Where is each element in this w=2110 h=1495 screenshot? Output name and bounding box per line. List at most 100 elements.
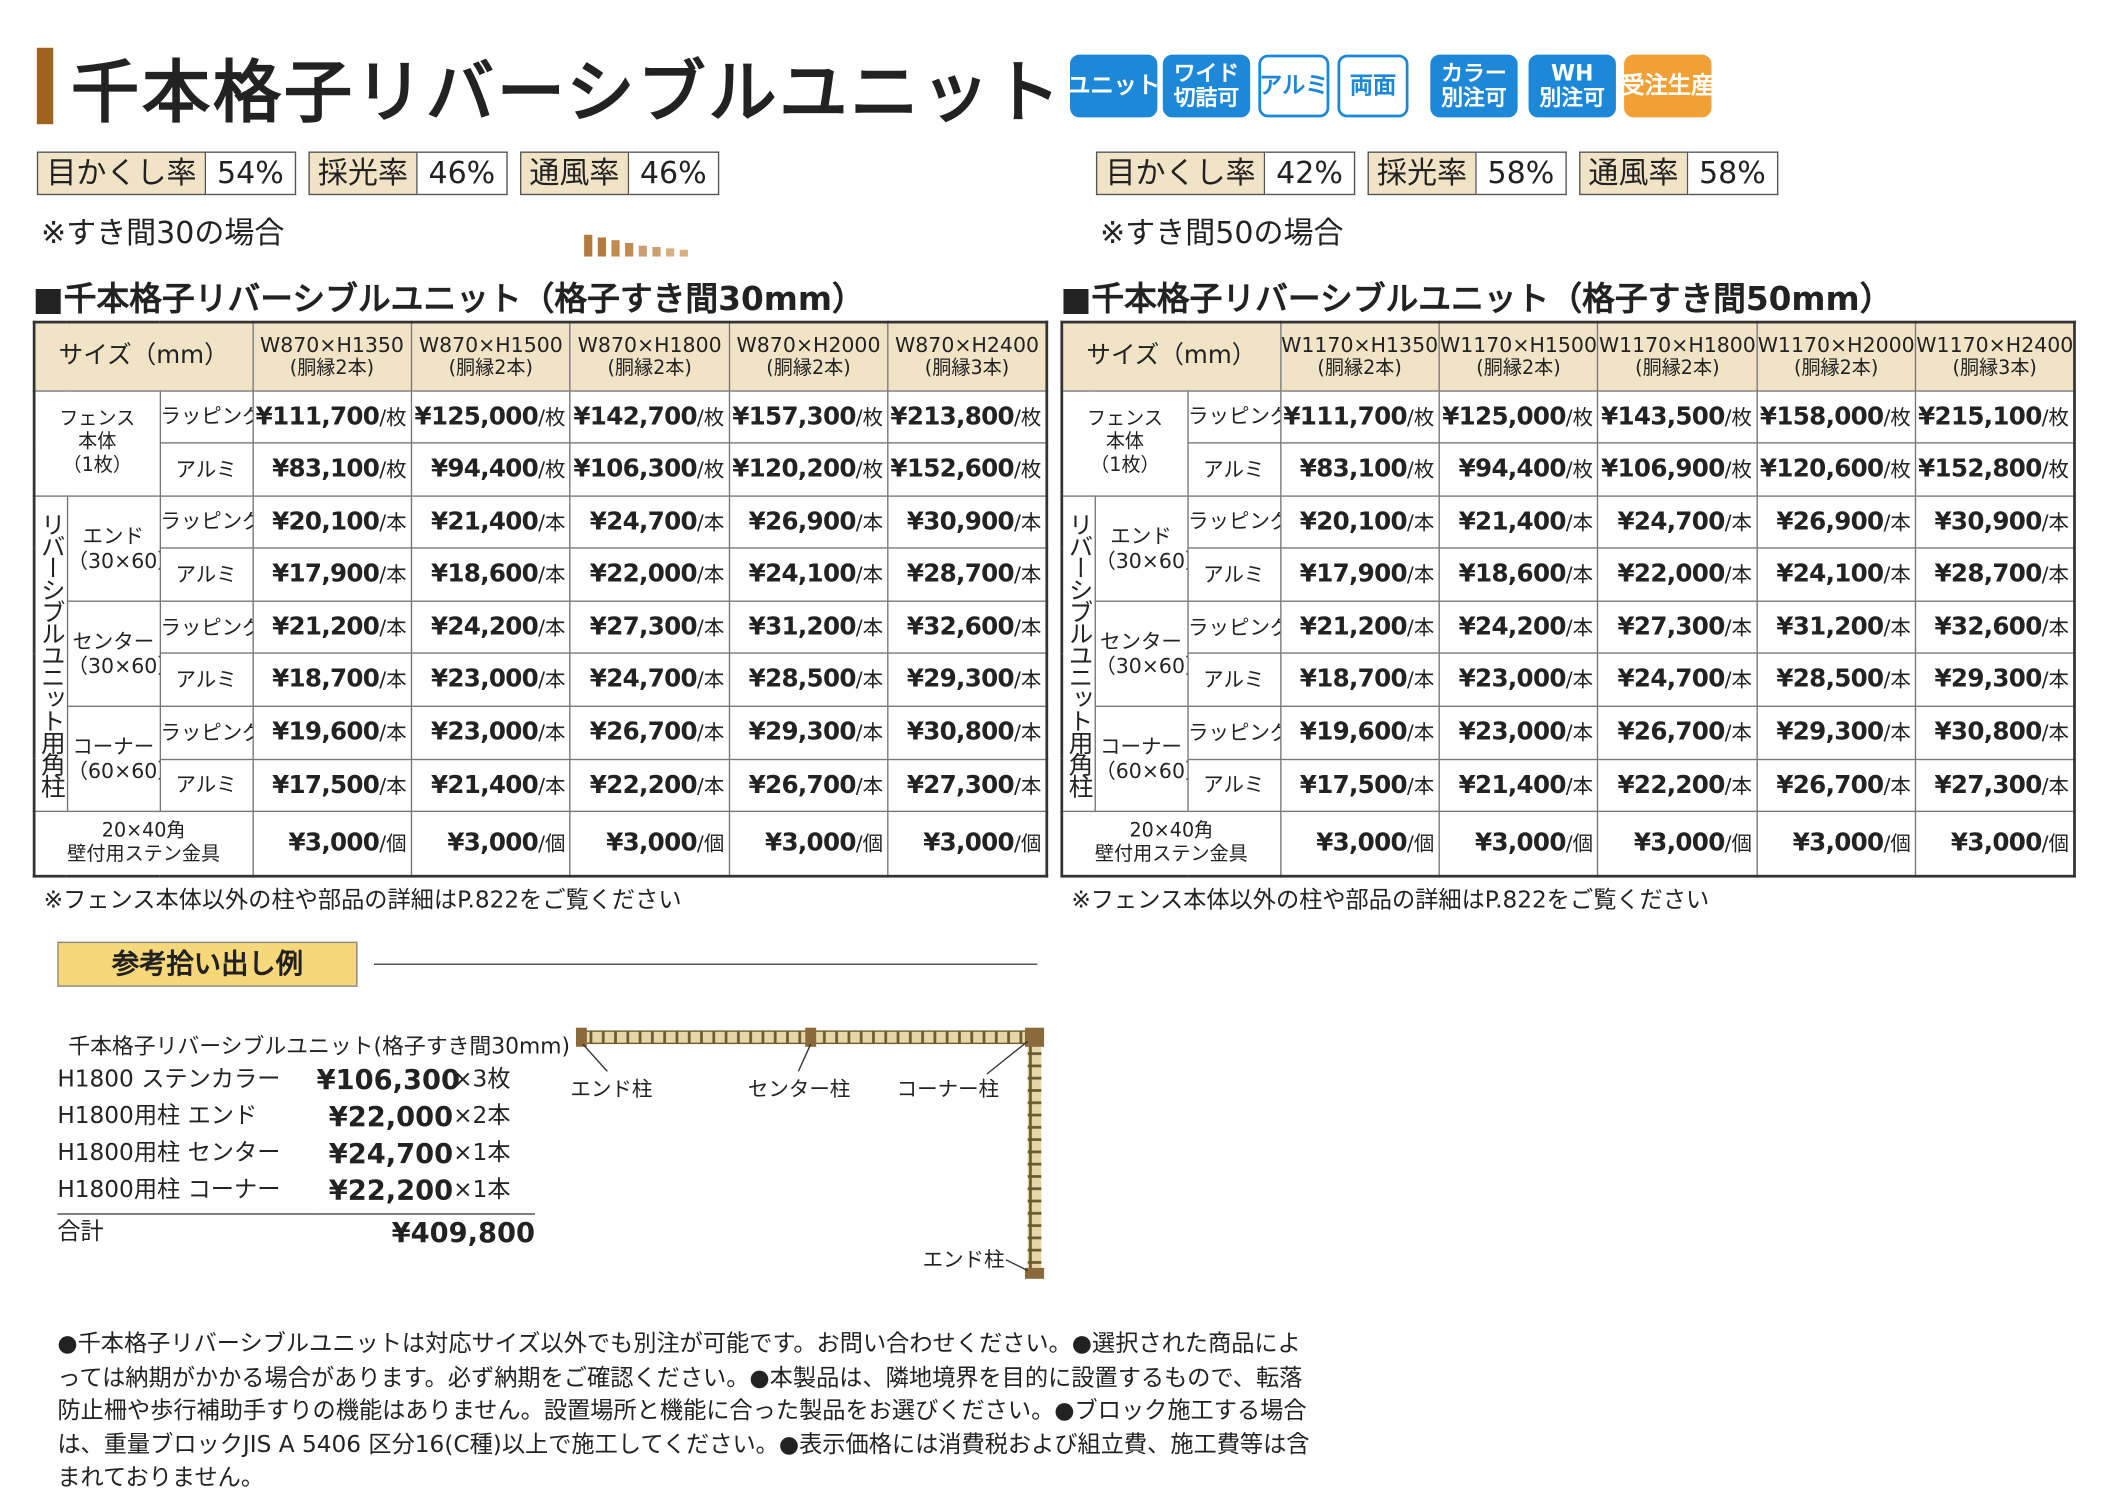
price-cell: ¥28,700/本 bbox=[1914, 547, 2076, 602]
size-text: (胴縁2本) bbox=[1635, 357, 1720, 380]
size-column: W1170×H2400 (胴縁3本) bbox=[1914, 321, 2076, 392]
price: ¥30,800 bbox=[906, 717, 1015, 747]
layout-diagram bbox=[575, 1027, 1045, 1279]
unit: /本 bbox=[538, 773, 566, 798]
rate: 目かくし率 42% bbox=[1095, 151, 1356, 196]
type-label: ラッピング bbox=[158, 389, 254, 444]
row-label-line: （30×60） bbox=[67, 548, 158, 573]
rate-label: 目かくし率 bbox=[36, 151, 207, 196]
unit: /枚 bbox=[538, 404, 566, 430]
header-row: サイズ（mm） W870×H1350 (胴縁2本) W870×H1500 (胴縁2本) W… bbox=[33, 321, 1048, 392]
price: ¥18,700 bbox=[272, 665, 380, 694]
size-text: (胴縁3本) bbox=[924, 357, 1010, 380]
price-cell: ¥24,200/本 bbox=[1438, 600, 1599, 655]
price: ¥30,900 bbox=[906, 507, 1015, 536]
badge-text: 別注可 bbox=[1441, 84, 1507, 111]
price-cell: ¥21,400/本 bbox=[410, 495, 571, 550]
price: ¥21,200 bbox=[1299, 612, 1408, 642]
row-label-line: 壁付用ステン金具 bbox=[67, 843, 221, 866]
unit: /枚 bbox=[379, 404, 407, 430]
type-label: アルミ bbox=[1186, 758, 1281, 813]
price-row: コーナー（60×60）ラッピング¥19,600/本¥23,000/本¥26,70… bbox=[1062, 705, 2076, 813]
group-label: エンド（30×60） bbox=[1093, 494, 1189, 602]
price-cell: ¥152,800/枚 bbox=[1914, 442, 2076, 497]
rate-label: 採光率 bbox=[308, 151, 418, 196]
unit: /本 bbox=[1883, 668, 1911, 693]
group-label: センター（30×60） bbox=[66, 600, 161, 708]
price: ¥21,400 bbox=[1458, 507, 1567, 536]
unit: /本 bbox=[696, 668, 725, 693]
rate-note: ※すき間30の場合 bbox=[40, 217, 285, 252]
price-cell: ¥125,000/枚 bbox=[410, 389, 571, 444]
fence-thumbnail bbox=[584, 234, 688, 257]
size-text: (胴縁3本) bbox=[1952, 357, 2037, 380]
price-row: アルミ ¥17,900/本 ¥18,600/本 ¥22,000/本 ¥24,100/本 ¥… bbox=[34, 547, 1048, 602]
price: ¥24,700 bbox=[589, 507, 698, 536]
price: ¥28,700 bbox=[1934, 559, 2043, 589]
price-cell: ¥83,100/枚 bbox=[1279, 442, 1440, 497]
price-cell: ¥30,800/本 bbox=[1914, 705, 2076, 760]
type-label: アルミ bbox=[1186, 547, 1281, 602]
price: ¥94,400 bbox=[1458, 454, 1567, 484]
price: ¥23,000 bbox=[430, 665, 539, 694]
price: ¥23,000 bbox=[1458, 717, 1567, 747]
rate: 通風率 46% bbox=[519, 151, 719, 196]
unit: /本 bbox=[1883, 615, 1911, 640]
unit: /本 bbox=[1406, 615, 1435, 640]
size-column: W1170×H2000 (胴縁2本) bbox=[1756, 321, 1917, 392]
price-cell: ¥21,400/本 bbox=[1438, 495, 1599, 550]
size-text: W1170×H2000 bbox=[1757, 332, 1915, 358]
row-label-line: エンド bbox=[1110, 523, 1172, 549]
row-label-line: フェンス bbox=[1086, 408, 1163, 431]
price: ¥27,300 bbox=[906, 770, 1015, 800]
unit: /本 bbox=[379, 773, 407, 798]
rate-value: 58% bbox=[1476, 151, 1567, 196]
price-cell: ¥21,200/本 bbox=[1279, 600, 1440, 655]
unit: /本 bbox=[1724, 668, 1752, 693]
diagram-label: エンド柱 bbox=[570, 1076, 653, 1102]
unit: /本 bbox=[855, 720, 884, 746]
price: ¥142,700 bbox=[573, 401, 697, 431]
item-qty: ×3枚 bbox=[453, 1065, 511, 1094]
price-row: 20×40角 壁付用ステン金具 ¥3,000/個 ¥3,000/個 ¥3,000/個 ¥3… bbox=[1061, 811, 2076, 877]
price-cell: ¥27,300/本 bbox=[1597, 600, 1758, 655]
price-cell: ¥3,000/個 bbox=[1438, 811, 1599, 877]
unit: /本 bbox=[1406, 510, 1435, 535]
unit: /本 bbox=[1565, 668, 1594, 693]
price-cell: ¥21,400/本 bbox=[410, 758, 571, 813]
price-cell: ¥21,200/本 bbox=[251, 600, 413, 655]
price: ¥20,100 bbox=[1299, 507, 1408, 536]
unit: /枚 bbox=[1883, 457, 1911, 482]
unit: /本 bbox=[1013, 562, 1042, 588]
rate: 採光率 58% bbox=[1367, 151, 1567, 196]
row-label-line: センター bbox=[1100, 629, 1182, 654]
size-text: W1170×H2400 bbox=[1916, 332, 2074, 358]
unit: /枚 bbox=[696, 457, 725, 482]
unit: /枚 bbox=[1724, 457, 1752, 482]
price-cell: ¥106,300/枚 bbox=[569, 442, 730, 497]
unit: /本 bbox=[1565, 510, 1594, 535]
rates: 目かくし率 42% 採光率 58% 通風率 58% bbox=[1095, 151, 1779, 196]
post-label: リバーシブルユニット用角柱 bbox=[33, 494, 68, 813]
badge-text: アルミ bbox=[1259, 71, 1329, 100]
price: ¥143,500 bbox=[1601, 401, 1725, 431]
size-header: サイズ（mm） bbox=[33, 321, 254, 392]
price: ¥26,700 bbox=[589, 717, 698, 747]
unit: /個 bbox=[379, 831, 407, 857]
unit: /本 bbox=[1724, 510, 1752, 535]
type-label: ラッピング bbox=[1186, 600, 1281, 655]
badge: ワイド 切詰可 bbox=[1162, 54, 1251, 118]
price-cell: ¥213,800/枚 bbox=[887, 389, 1048, 444]
price-cell: ¥24,700/本 bbox=[569, 495, 730, 550]
price: ¥28,500 bbox=[1776, 665, 1884, 694]
price: ¥125,000 bbox=[414, 401, 539, 431]
price-cell: ¥19,600/本 bbox=[251, 705, 413, 760]
price: ¥24,100 bbox=[748, 559, 857, 589]
price-cell: ¥24,700/本 bbox=[1597, 495, 1758, 550]
price: ¥28,700 bbox=[906, 559, 1015, 589]
price: ¥23,000 bbox=[1458, 665, 1567, 694]
unit: /本 bbox=[1406, 773, 1435, 798]
price-cell: ¥18,600/本 bbox=[410, 547, 571, 602]
unit: /枚 bbox=[1013, 457, 1042, 482]
price-cell: ¥3,000/個 bbox=[887, 811, 1048, 877]
